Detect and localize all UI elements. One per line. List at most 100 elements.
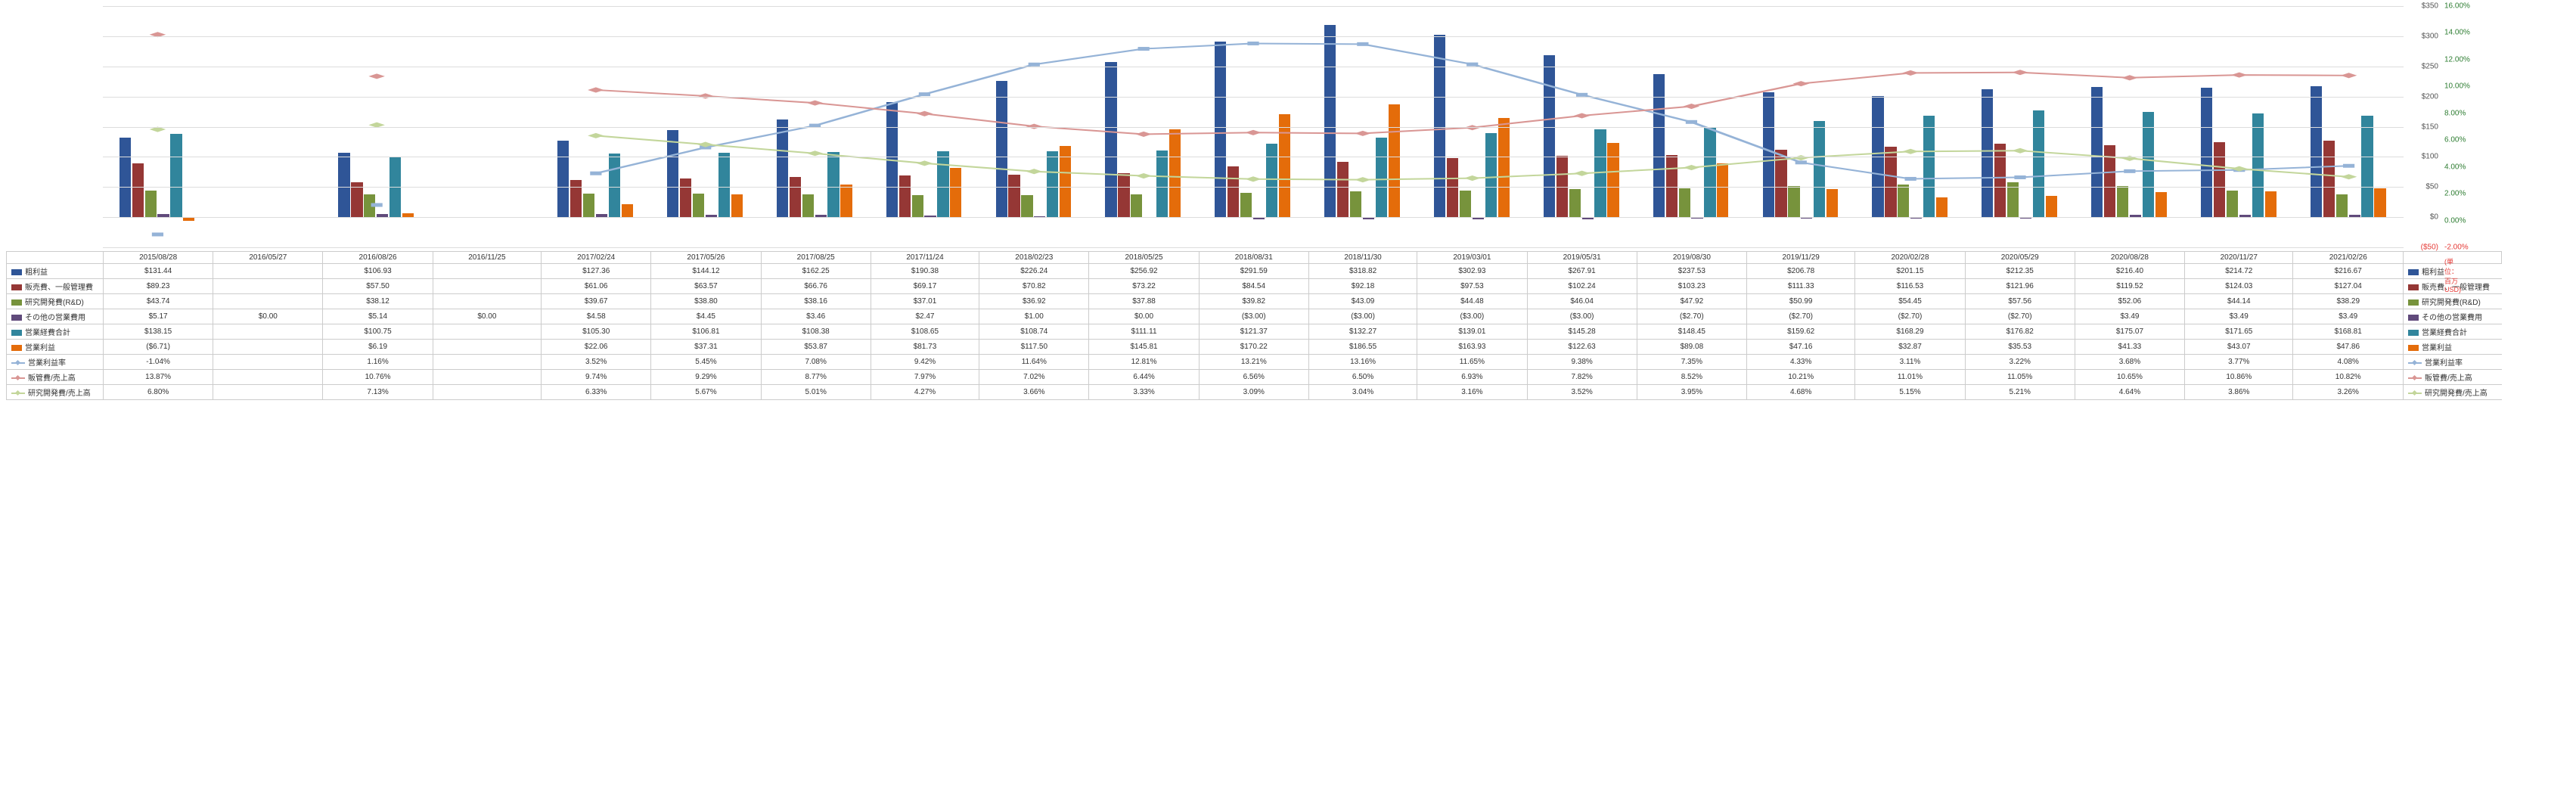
legend-swatch-gross_profit — [11, 269, 22, 275]
date-header: 2018/08/31 — [1199, 252, 1308, 264]
data-cell — [433, 355, 541, 370]
y-left-tick: $150 — [2404, 123, 2441, 131]
data-cell: $171.65 — [2185, 324, 2293, 340]
data-cell: 13.87% — [104, 370, 213, 385]
marker-rnd_ratio — [1245, 176, 1262, 182]
date-header: 2020/02/28 — [1855, 252, 1965, 264]
marker-rnd_ratio — [1902, 149, 1919, 154]
data-cell: $36.92 — [979, 294, 1089, 309]
series-label: その他の営業費用 — [2422, 314, 2482, 322]
marker-sga_ratio — [2341, 73, 2357, 78]
data-cell: 4.64% — [2075, 385, 2184, 400]
row-label: 営業利益率 — [7, 355, 104, 370]
data-cell: $22.06 — [542, 340, 651, 355]
data-cell: $132.27 — [1308, 324, 1417, 340]
row-label: 研究開発費/売上高 — [7, 385, 104, 400]
marker-rnd_ratio — [1684, 165, 1700, 170]
data-cell: $100.75 — [323, 324, 433, 340]
data-cell: $302.93 — [1417, 264, 1527, 279]
data-cell — [213, 324, 323, 340]
row-label: 販管費/売上高 — [7, 370, 104, 385]
marker-sga_ratio — [2121, 75, 2138, 80]
gridline — [103, 6, 2404, 7]
data-cell: $52.06 — [2075, 294, 2184, 309]
marker-sga_ratio — [368, 73, 385, 79]
data-cell: $111.11 — [1089, 324, 1199, 340]
data-cell: $237.53 — [1637, 264, 1746, 279]
date-header: 2017/02/24 — [542, 252, 651, 264]
data-cell: $89.08 — [1637, 340, 1746, 355]
date-header: 2016/05/27 — [213, 252, 323, 264]
data-cell: 5.15% — [1855, 385, 1965, 400]
data-cell: $81.73 — [871, 340, 979, 355]
financial-chart-container: (単位：百万USD) ($50)$0$50$100$150$200$250$30… — [6, 6, 2570, 400]
gridline — [103, 127, 2404, 128]
date-header: 2015/08/28 — [104, 252, 213, 264]
legend-swatch-other_op — [11, 315, 22, 321]
data-cell: ($6.71) — [104, 340, 213, 355]
data-cell: 6.80% — [104, 385, 213, 400]
data-cell: 10.82% — [2293, 370, 2404, 385]
data-cell: 3.68% — [2075, 355, 2184, 370]
data-cell: $39.67 — [542, 294, 651, 309]
data-cell: -1.04% — [104, 355, 213, 370]
data-cell: 3.22% — [1965, 355, 2075, 370]
data-cell: $106.81 — [651, 324, 761, 340]
table-row-sga: 販売費、一般管理費$89.23$57.50$61.06$63.57$66.76$… — [7, 279, 2502, 294]
data-cell: $170.22 — [1199, 340, 1308, 355]
y-left-tick: $100 — [2404, 153, 2441, 161]
data-cell: $111.33 — [1746, 279, 1854, 294]
data-cell: $108.65 — [871, 324, 979, 340]
gridline — [103, 247, 2404, 248]
data-cell: 3.33% — [1089, 385, 1199, 400]
chart-plot-area: (単位：百万USD) ($50)$0$50$100$150$200$250$30… — [103, 6, 2404, 248]
row-label: 営業利益 — [7, 340, 104, 355]
data-cell: 6.56% — [1199, 370, 1308, 385]
legend-swatch-rnd — [2408, 299, 2419, 306]
data-cell: 8.52% — [1637, 370, 1746, 385]
marker-rnd_ratio — [150, 127, 166, 132]
table-corner — [7, 252, 104, 264]
data-cell: $44.14 — [2185, 294, 2293, 309]
data-cell: $53.87 — [761, 340, 871, 355]
data-table-wrap: 2015/08/282016/05/272016/08/262016/11/25… — [6, 251, 2502, 400]
marker-rnd_ratio — [1355, 177, 1371, 182]
marker-rnd_ratio — [1464, 175, 1481, 181]
series-label: 営業経費合計 — [2422, 329, 2467, 337]
date-header: 2019/11/29 — [1746, 252, 1854, 264]
marker-op_margin — [371, 203, 383, 207]
data-cell: $121.96 — [1965, 279, 2075, 294]
row-legend-right: 営業利益 — [2404, 340, 2502, 355]
data-cell: $206.78 — [1746, 264, 1854, 279]
marker-rnd_ratio — [1574, 171, 1591, 176]
data-cell: $46.04 — [1527, 294, 1637, 309]
data-cell: $108.38 — [761, 324, 871, 340]
data-cell: 5.21% — [1965, 385, 2075, 400]
table-row-gross_profit: 粗利益$131.44$106.93$127.36$144.12$162.25$1… — [7, 264, 2502, 279]
legend-swatch-op_exp_total — [11, 330, 22, 336]
marker-op_margin — [1795, 160, 1807, 164]
marker-sga_ratio — [2012, 70, 2028, 75]
data-cell: 7.02% — [979, 370, 1089, 385]
legend-swatch-sga — [11, 284, 22, 290]
data-cell: 10.86% — [2185, 370, 2293, 385]
data-cell: 4.27% — [871, 385, 979, 400]
table-row-other_op: その他の営業費用$5.17$0.00$5.14$0.00$4.58$4.45$3… — [7, 309, 2502, 324]
data-cell — [433, 340, 541, 355]
date-header: 2016/11/25 — [433, 252, 541, 264]
data-cell — [213, 370, 323, 385]
data-cell: $163.93 — [1417, 340, 1527, 355]
data-cell: $176.82 — [1965, 324, 2075, 340]
data-cell — [433, 279, 541, 294]
data-cell: 4.33% — [1746, 355, 1854, 370]
row-label: 研究開発費(R&D) — [7, 294, 104, 309]
data-cell: 11.64% — [979, 355, 1089, 370]
data-cell: 7.13% — [323, 385, 433, 400]
table-body: 粗利益$131.44$106.93$127.36$144.12$162.25$1… — [7, 264, 2502, 400]
data-cell: $102.24 — [1527, 279, 1637, 294]
data-cell: $38.12 — [323, 294, 433, 309]
legend-swatch-op_income — [2408, 345, 2419, 351]
data-cell — [433, 370, 541, 385]
data-cell: 3.86% — [2185, 385, 2293, 400]
y-right-tick: 0.00% — [2404, 216, 2444, 225]
